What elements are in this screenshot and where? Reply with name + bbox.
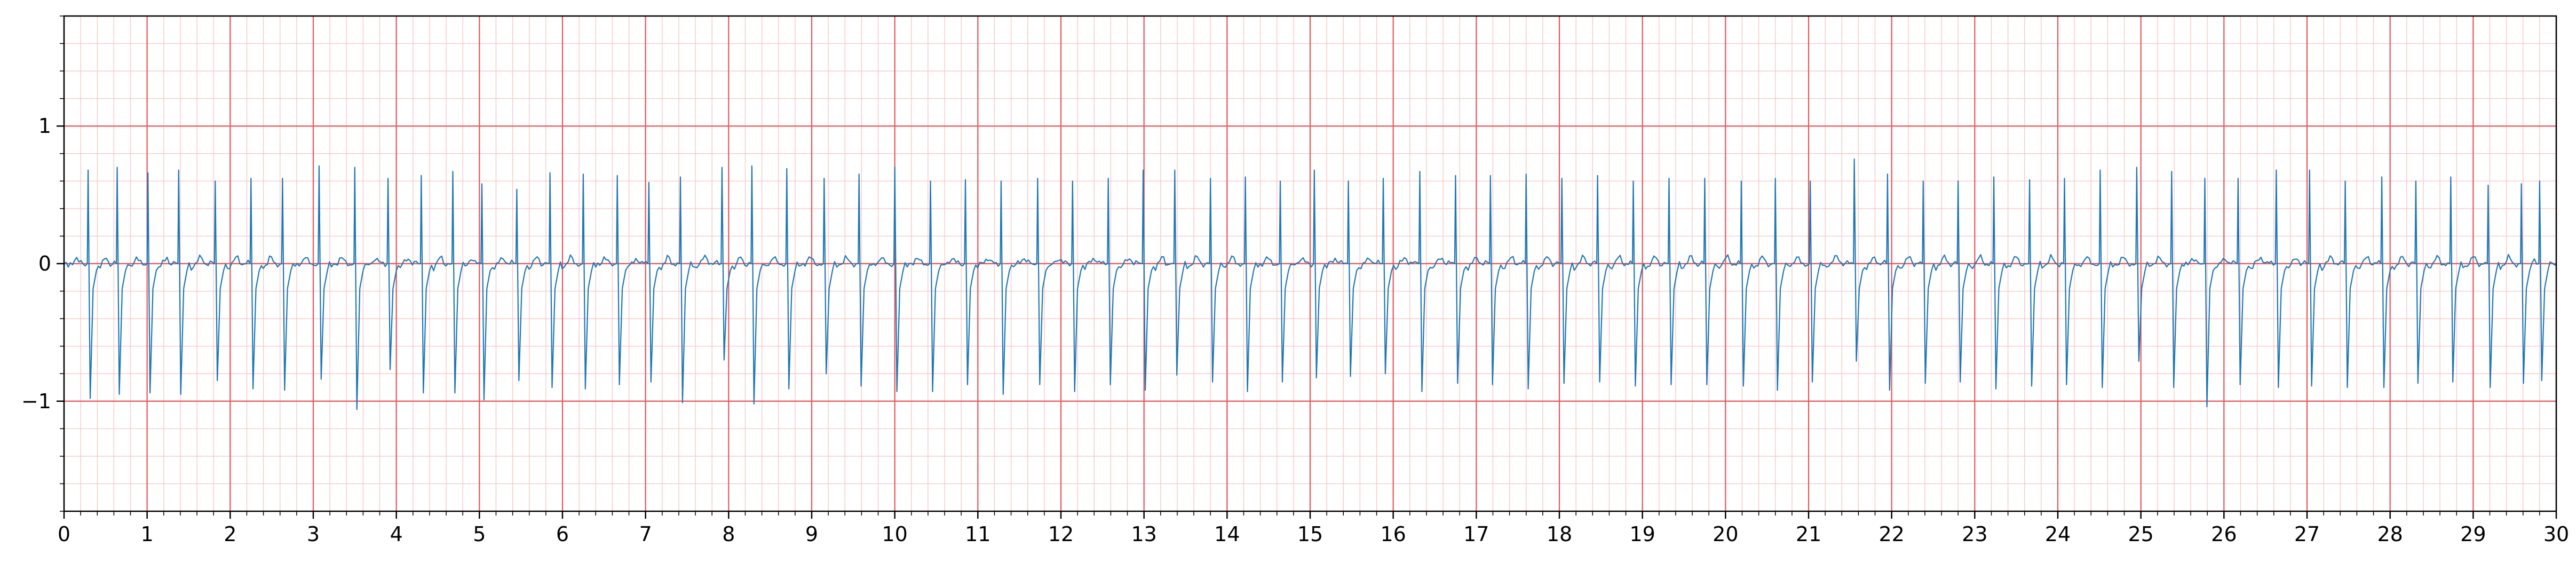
- x-tick-label: 16: [1380, 522, 1406, 546]
- x-tick-label: 8: [722, 522, 735, 546]
- x-tick-label: 23: [1962, 522, 1987, 546]
- x-tick-label: 28: [2377, 522, 2403, 546]
- x-tick-label: 13: [1131, 522, 1156, 546]
- x-tick-label: 24: [2045, 522, 2071, 546]
- x-tick-label: 29: [2460, 522, 2486, 546]
- major-grid: [63, 16, 2557, 511]
- x-tick-label: 3: [307, 522, 320, 546]
- y-tick-label: 1: [38, 114, 51, 138]
- y-axis-tick-labels: −1 0 1: [21, 114, 51, 413]
- axes: [57, 15, 2557, 519]
- x-tick-label: 4: [390, 522, 403, 546]
- x-tick-label: 0: [58, 522, 70, 546]
- x-tick-label: 2: [224, 522, 236, 546]
- ecg-trace-layer: [64, 158, 2557, 410]
- x-tick-label: 27: [2294, 522, 2320, 546]
- x-tick-label: 7: [639, 522, 652, 546]
- x-tick-label: 11: [965, 522, 990, 546]
- x-tick-label: 30: [2543, 522, 2569, 546]
- x-tick-label: 17: [1463, 522, 1489, 546]
- x-tick-label: 26: [2211, 522, 2237, 546]
- x-tick-label: 18: [1547, 522, 1572, 546]
- x-tick-label: 6: [556, 522, 569, 546]
- x-tick-label: 1: [141, 522, 154, 546]
- x-tick-label: 9: [805, 522, 818, 546]
- x-tick-label: 15: [1297, 522, 1323, 546]
- x-tick-label: 21: [1796, 522, 1821, 546]
- x-tick-label: 5: [473, 522, 486, 546]
- y-tick-label: 0: [38, 252, 51, 275]
- x-tick-label: 25: [2128, 522, 2153, 546]
- x-tick-label: 19: [1629, 522, 1655, 546]
- x-tick-label: 22: [1879, 522, 1904, 546]
- y-tick-label: −1: [21, 390, 51, 413]
- x-tick-label: 10: [882, 522, 907, 546]
- x-axis-tick-labels: 0 1 2 3 4 5 6 7 8 9 10 11 12 13 14 15 16 17 18 19 20 21 22 23 24…: [58, 522, 2569, 546]
- x-tick-label: 20: [1713, 522, 1738, 546]
- x-tick-label: 14: [1214, 522, 1240, 546]
- x-tick-label: 12: [1048, 522, 1074, 546]
- ecg-trace-line: [64, 158, 2557, 410]
